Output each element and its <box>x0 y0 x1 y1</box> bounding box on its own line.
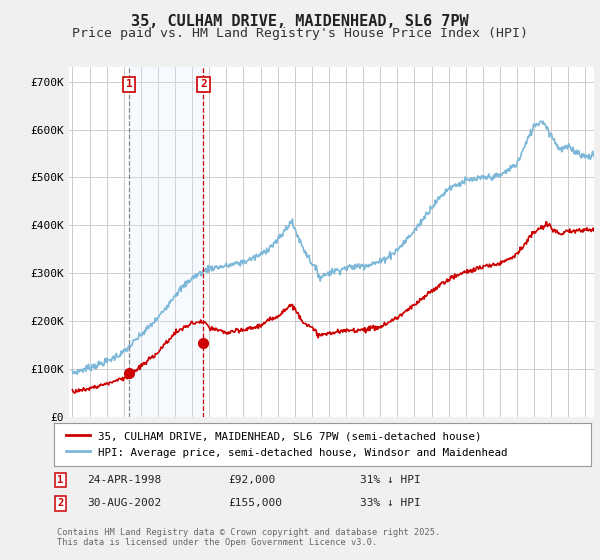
Text: 35, CULHAM DRIVE, MAIDENHEAD, SL6 7PW: 35, CULHAM DRIVE, MAIDENHEAD, SL6 7PW <box>131 14 469 29</box>
Text: 2: 2 <box>200 80 207 90</box>
Legend: 35, CULHAM DRIVE, MAIDENHEAD, SL6 7PW (semi-detached house), HPI: Average price,: 35, CULHAM DRIVE, MAIDENHEAD, SL6 7PW (s… <box>59 424 514 464</box>
Text: £155,000: £155,000 <box>228 498 282 508</box>
Bar <box>129 67 203 417</box>
Text: 24-APR-1998: 24-APR-1998 <box>87 475 161 485</box>
Text: Price paid vs. HM Land Registry's House Price Index (HPI): Price paid vs. HM Land Registry's House … <box>72 27 528 40</box>
Text: 33% ↓ HPI: 33% ↓ HPI <box>360 498 421 508</box>
Text: 31% ↓ HPI: 31% ↓ HPI <box>360 475 421 485</box>
Text: 1: 1 <box>125 80 133 90</box>
Text: Contains HM Land Registry data © Crown copyright and database right 2025.
This d: Contains HM Land Registry data © Crown c… <box>57 528 440 547</box>
Text: 30-AUG-2002: 30-AUG-2002 <box>87 498 161 508</box>
Text: £92,000: £92,000 <box>228 475 275 485</box>
Text: 2: 2 <box>57 498 63 508</box>
Text: 1: 1 <box>57 475 63 485</box>
